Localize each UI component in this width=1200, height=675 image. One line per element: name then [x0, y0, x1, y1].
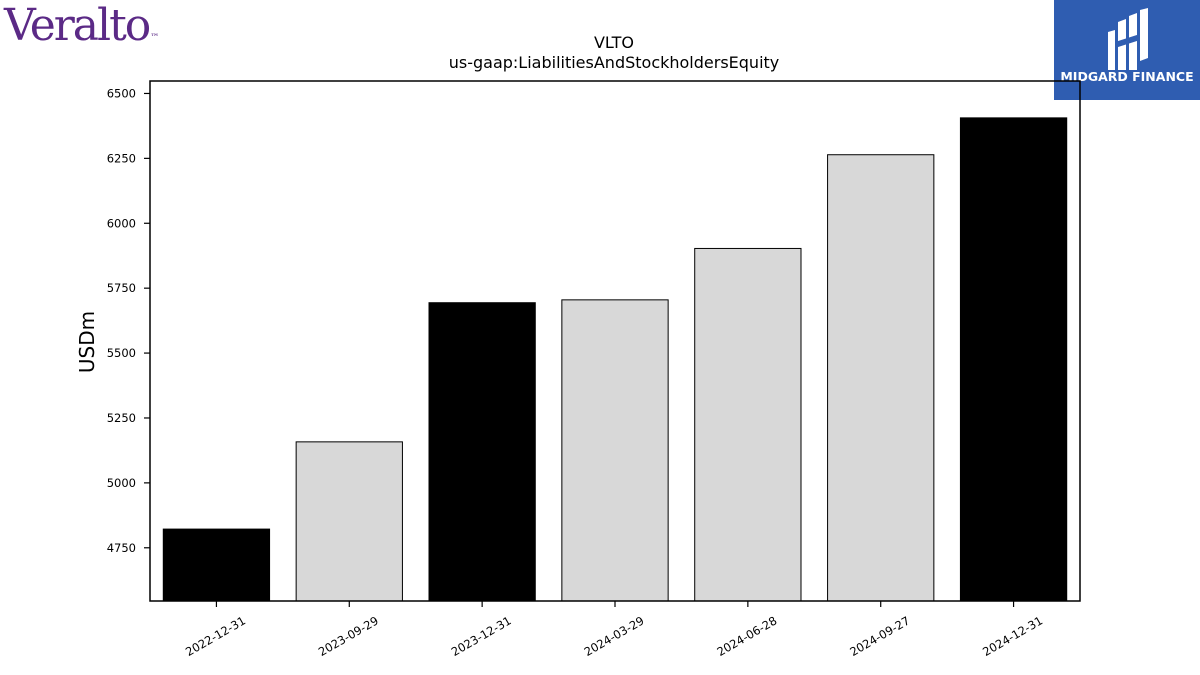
x-tick-label: 2024-06-28 [714, 613, 779, 659]
chart-title: VLTO [594, 33, 634, 52]
y-tick-label: 5500 [107, 346, 136, 360]
y-tick-label: 6500 [107, 86, 136, 100]
bar-2022-12-31 [162, 528, 271, 602]
midgard-finance-wordmark: MIDGARD FINANCE [1060, 69, 1194, 84]
bar-2024-06-28 [694, 247, 802, 602]
bar-2023-12-31 [428, 302, 536, 602]
plot-frame [149, 80, 1081, 602]
y-tick-label: 6000 [107, 216, 136, 230]
y-axis-ticks: 4750 5000 5250 5500 5750 6000 6250 6500 [107, 86, 150, 555]
x-tick-label: 2024-12-31 [980, 613, 1045, 659]
bar-2023-09-29 [295, 441, 403, 602]
x-tick-label: 2024-09-27 [847, 613, 912, 659]
y-tick-label: 5750 [107, 281, 136, 295]
y-tick-label: 6250 [107, 151, 136, 165]
y-axis-label: USDm [75, 311, 99, 373]
midgard-finance-logo: MIDGARD FINANCE [1054, 0, 1200, 100]
x-tick-label: 2023-12-31 [449, 613, 514, 659]
x-tick-label: 2023-09-29 [316, 613, 381, 659]
y-tick-label: 5000 [107, 476, 136, 490]
x-tick-label: 2022-12-31 [183, 613, 248, 659]
bar-2024-03-29 [561, 299, 669, 602]
chart-subtitle: us-gaap:LiabilitiesAndStockholdersEquity [449, 53, 780, 72]
y-tick-label: 5250 [107, 411, 136, 425]
bar-2024-09-27 [827, 154, 935, 602]
veralto-logo-text: Veralto [4, 0, 151, 51]
bars-group [162, 117, 1068, 602]
x-axis-ticks: 2022-12-31 2023-09-29 2023-12-31 2024-03-29… [183, 601, 1045, 659]
trademark-symbol: ™ [150, 33, 160, 43]
midgard-monogram-icon [1108, 8, 1148, 70]
x-tick-label: 2024-03-29 [582, 613, 647, 659]
veralto-logo: Veralto™ [4, 0, 159, 51]
bar-2024-12-31 [959, 117, 1068, 602]
y-tick-label: 4750 [107, 541, 136, 555]
